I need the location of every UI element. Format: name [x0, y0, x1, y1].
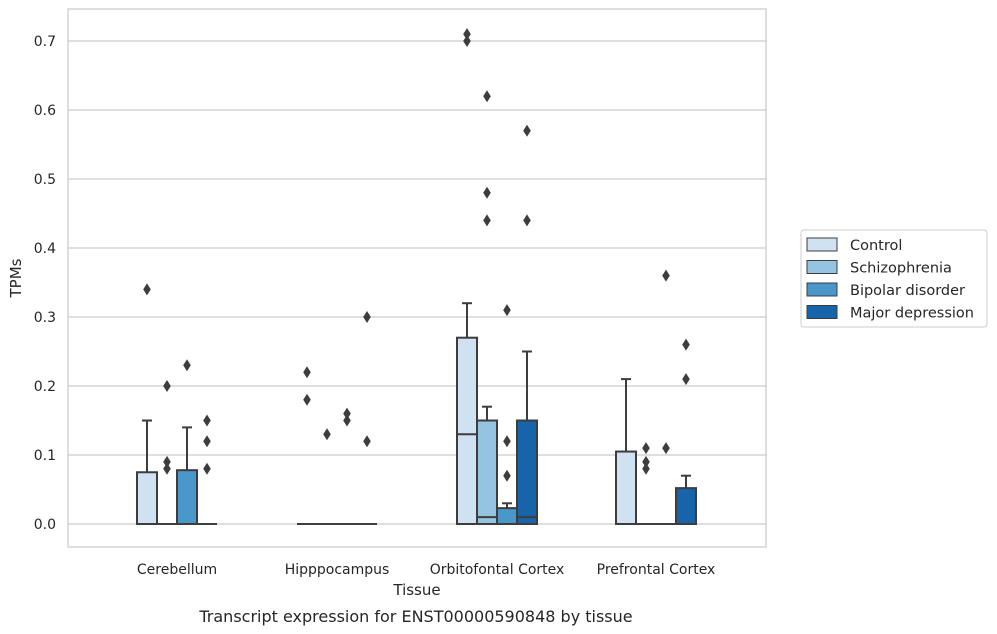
box: [476, 419, 498, 525]
outlier-marker: [163, 462, 171, 475]
box: [516, 419, 538, 525]
box-group: [136, 283, 158, 525]
box-group: [636, 442, 656, 525]
box-group: [516, 124, 538, 525]
legend-label: Bipolar disorder: [850, 283, 965, 299]
outlier-marker: [363, 311, 371, 323]
legend: Control Schizophrenia Bipolar disorder Majo…: [800, 229, 988, 328]
box: [496, 507, 518, 526]
x-tick-label: Orbitofontal Cortex: [430, 562, 565, 578]
y-tick-label: 0.1: [34, 448, 56, 464]
box: [675, 487, 697, 525]
gridlines: [68, 40, 766, 525]
outlier-marker: [463, 28, 471, 41]
box-group: [176, 359, 198, 525]
legend-swatch: [806, 237, 838, 252]
box-group: [675, 338, 697, 525]
outlier-marker: [463, 35, 471, 47]
legend-label: Control: [850, 238, 902, 254]
outlier-marker: [503, 304, 511, 317]
legend-frame: [800, 229, 988, 328]
outlier-marker: [483, 186, 491, 199]
outlier-marker: [183, 359, 191, 372]
box-group: [357, 311, 377, 525]
x-tick-label: Prefrontal Cortex: [597, 562, 716, 578]
box-group: [197, 414, 217, 525]
outlier-marker: [642, 455, 650, 468]
outlier-marker: [483, 214, 491, 227]
outlier-marker: [662, 269, 670, 282]
box-group: [157, 380, 177, 525]
outlier-marker: [163, 380, 171, 392]
x-tick-label: Cerebellum: [137, 562, 217, 578]
outlier-marker: [662, 442, 670, 455]
outlier-marker: [503, 435, 511, 448]
y-tick-label: 0.4: [34, 241, 56, 257]
outlier-marker: [203, 435, 211, 448]
box-group: [496, 304, 518, 526]
box: [136, 471, 158, 525]
outlier-marker: [303, 393, 311, 406]
outlier-marker: [642, 462, 650, 475]
outlier-marker: [343, 414, 351, 427]
box-group: [297, 366, 317, 525]
y-tick-label: 0.5: [34, 172, 56, 188]
x-tick-label: Hipppocampus: [285, 562, 390, 578]
outlier-marker: [682, 338, 690, 351]
x-axis-ticks: Cerebellum Hipppocampus Orbitofontal Corte…: [137, 562, 715, 578]
legend-swatch: [806, 305, 838, 319]
legend-swatch: [806, 282, 838, 297]
y-axis-ticks: 0.0 0.1 0.2 0.3 0.4 0.5 0.6 0.7: [34, 34, 56, 533]
outlier-marker: [523, 124, 531, 137]
plot-area: [67, 8, 767, 548]
legend-label: Schizophrenia: [850, 261, 952, 277]
y-tick-label: 0.7: [34, 34, 56, 50]
legend-label: Major depression: [850, 306, 974, 322]
outlier-marker: [303, 366, 311, 379]
y-tick-label: 0.0: [34, 517, 56, 533]
outlier-marker: [483, 90, 491, 103]
box: [176, 469, 198, 525]
outlier-marker: [343, 407, 351, 420]
outlier-marker: [143, 283, 151, 296]
box-group: [337, 407, 357, 525]
outlier-marker: [203, 414, 211, 427]
y-tick-label: 0.3: [34, 310, 56, 326]
box: [615, 450, 637, 525]
outlier-marker: [163, 455, 171, 468]
box-group: [615, 378, 637, 525]
outlier-marker: [323, 428, 331, 441]
box-group: [317, 428, 337, 525]
box-series: [136, 28, 697, 526]
outlier-marker: [203, 462, 211, 475]
box-group: [476, 90, 498, 525]
outlier-marker: [503, 469, 511, 482]
outlier-marker: [523, 214, 531, 227]
x-axis-title: Tissue: [392, 581, 440, 599]
legend-swatch: [806, 260, 838, 274]
outlier-marker: [682, 373, 690, 386]
outlier-marker: [363, 435, 371, 448]
box: [456, 336, 478, 526]
outlier-marker: [642, 442, 650, 455]
y-tick-label: 0.2: [34, 379, 56, 395]
chart-caption: Transcript expression for ENST0000059084…: [198, 607, 632, 626]
y-axis-title: TPMs: [7, 258, 25, 298]
y-tick-label: 0.6: [34, 103, 56, 119]
box-group: [656, 269, 676, 525]
